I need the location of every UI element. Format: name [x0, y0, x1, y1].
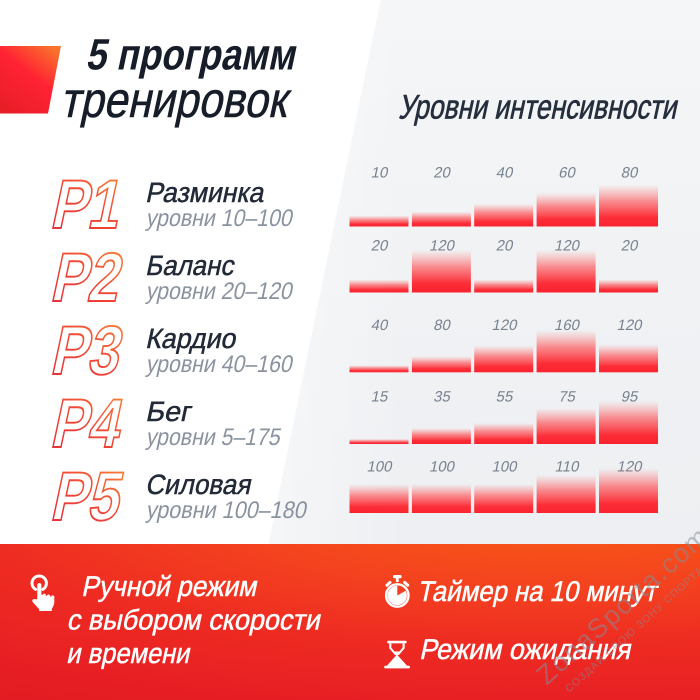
svg-text:120: 120 — [491, 317, 520, 334]
svg-text:10: 10 — [370, 165, 390, 182]
svg-text:160: 160 — [553, 317, 582, 334]
svg-text:40: 40 — [495, 165, 515, 182]
svg-text:уровни 100–180: уровни 100–180 — [144, 497, 310, 524]
svg-text:40: 40 — [370, 317, 390, 334]
svg-text:120: 120 — [616, 317, 645, 334]
svg-text:Ручной режим: Ручной режим — [80, 571, 262, 603]
svg-text:20: 20 — [432, 165, 452, 182]
svg-text:80: 80 — [432, 317, 452, 334]
svg-text:60: 60 — [557, 165, 577, 182]
svg-text:Силовая: Силовая — [144, 468, 256, 500]
svg-text:уровни 10–100: уровни 10–100 — [144, 205, 296, 232]
svg-text:20: 20 — [370, 238, 390, 255]
svg-text:уровни 20–120: уровни 20–120 — [144, 278, 296, 305]
svg-text:Уровни интенсивности: Уровни интенсивности — [396, 89, 682, 127]
svg-text:Таймер на 10 минут: Таймер на 10 минут — [416, 576, 662, 608]
svg-text:55: 55 — [495, 389, 515, 406]
svg-text:и времени: и времени — [65, 638, 195, 670]
svg-text:110: 110 — [554, 459, 581, 476]
svg-text:Разминка: Разминка — [144, 176, 269, 208]
svg-text:100: 100 — [428, 459, 457, 476]
svg-text:20: 20 — [495, 238, 515, 255]
svg-text:15: 15 — [370, 389, 390, 406]
svg-text:Режим ожидания: Режим ожидания — [418, 634, 636, 666]
svg-text:35: 35 — [432, 389, 452, 406]
svg-text:5 программ: 5 программ — [83, 31, 302, 79]
svg-text:Баланс: Баланс — [144, 249, 239, 281]
svg-text:80: 80 — [620, 165, 640, 182]
svg-text:уровни 40–160: уровни 40–160 — [144, 351, 296, 378]
svg-text:Бег: Бег — [144, 395, 196, 427]
svg-text:100: 100 — [491, 459, 520, 476]
svg-text:с выбором скорости: с выбором скорости — [65, 605, 325, 637]
svg-text:Кардио: Кардио — [144, 322, 241, 354]
svg-text:тренировок: тренировок — [58, 72, 297, 128]
svg-text:уровни 5–175: уровни 5–175 — [144, 424, 284, 451]
svg-text:75: 75 — [557, 389, 577, 406]
svg-text:100: 100 — [366, 459, 395, 476]
svg-text:20: 20 — [620, 238, 640, 255]
